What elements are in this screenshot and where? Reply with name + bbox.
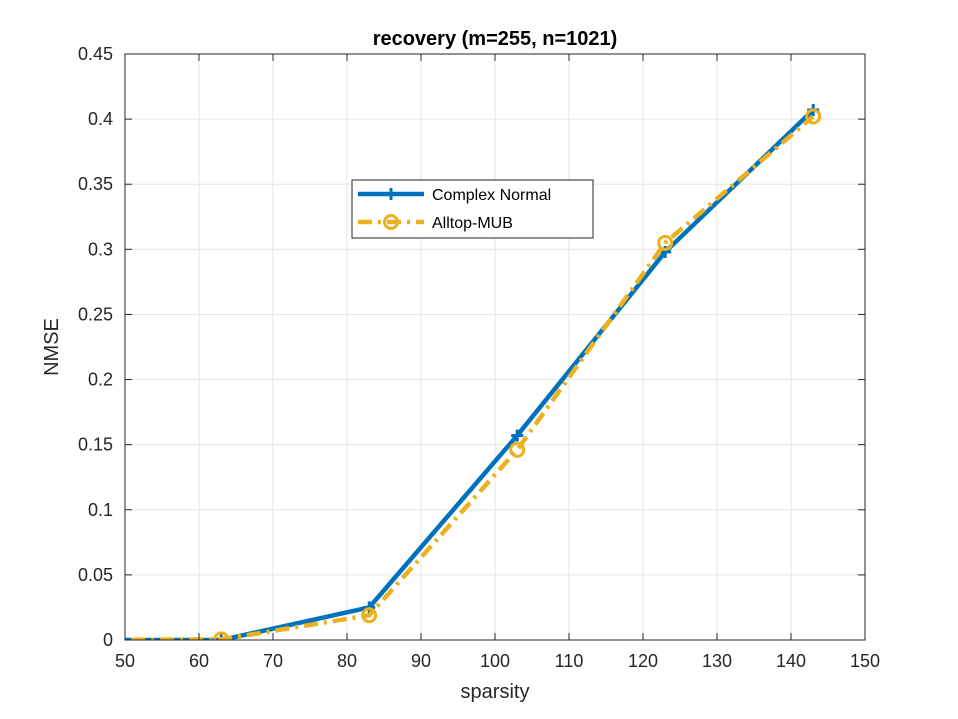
x-tick-label: 50: [115, 651, 135, 671]
y-tick-label: 0: [103, 630, 113, 650]
x-tick-label: 100: [480, 651, 510, 671]
y-axis-label: NMSE: [41, 318, 63, 376]
series-line-1: [125, 108, 815, 640]
y-tick-label: 0.05: [78, 565, 113, 585]
x-tick-label: 150: [850, 651, 880, 671]
legend-marker-2: [383, 214, 399, 230]
data-point-1: [511, 429, 524, 442]
y-tick-label: 0.45: [78, 44, 113, 64]
data-point-1: [215, 634, 228, 640]
y-tick-label: 0.3: [88, 239, 113, 259]
data-point-2: [657, 234, 674, 251]
legend: Complex Normal Alltop-MUB: [351, 179, 594, 239]
y-tick-label: 0.35: [78, 174, 113, 194]
legend-label-2: Alltop-MUB: [432, 215, 513, 232]
data-point-2: [509, 441, 526, 458]
legend-marker-1: [385, 188, 397, 200]
x-tick-labels: 50 60 70 80 90 100 110 120 130 140 150: [115, 651, 880, 671]
y-tick-label: 0.1: [88, 500, 113, 520]
y-tick-label: 0.25: [78, 304, 113, 324]
y-tick-labels: 0 0.05 0.1 0.15 0.2 0.25 0.3 0.35 0.4 0.45: [78, 44, 113, 650]
x-tick-label: 110: [555, 651, 584, 671]
x-tick-label: 90: [411, 651, 431, 671]
x-axis-label: sparsity: [461, 681, 530, 703]
x-tick-label: 120: [628, 651, 658, 671]
series-layer: [125, 103, 822, 640]
data-point-2: [213, 631, 230, 640]
x-tick-label: 60: [189, 651, 209, 671]
legend-label-1: Complex Normal: [432, 187, 551, 204]
data-point-2: [361, 607, 378, 624]
data-point-2: [805, 108, 822, 125]
y-tick-label: 0.2: [88, 370, 113, 390]
x-tick-label: 80: [337, 651, 357, 671]
x-tick-label: 140: [776, 651, 806, 671]
y-tick-label: 0.4: [88, 109, 113, 129]
chart-title: recovery (m=255, n=1021): [373, 28, 618, 50]
series-line-2: [125, 114, 815, 640]
x-tick-label: 70: [263, 651, 283, 671]
y-tick-label: 0.15: [78, 435, 113, 455]
x-tick-label: 130: [702, 651, 732, 671]
axis-ticks: [124, 53, 866, 641]
